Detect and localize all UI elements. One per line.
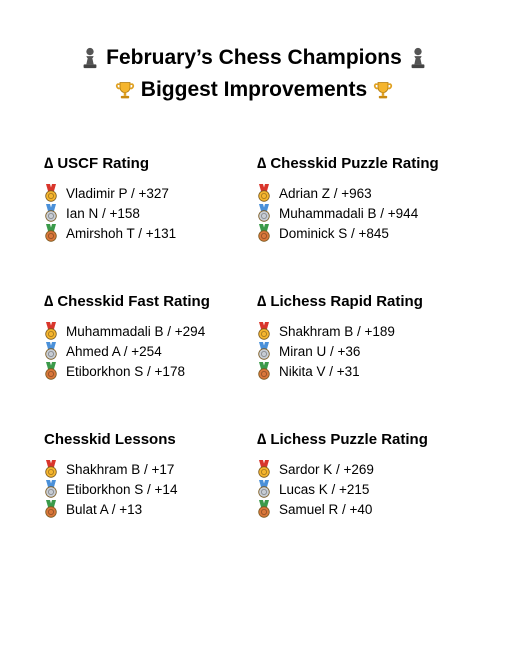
gold-medal-icon	[258, 460, 270, 478]
bronze-medal-icon	[258, 362, 270, 380]
list-item: Nikita V / +31	[257, 361, 477, 381]
list-item: Bulat A / +13	[44, 499, 264, 519]
entry-text: Shakhram B / +17	[66, 461, 175, 477]
bronze-medal-icon	[258, 224, 270, 242]
gold-medal-icon	[258, 184, 270, 202]
entry-text: Muhammadali B / +944	[279, 205, 419, 221]
list-item: Shakhram B / +189	[257, 321, 477, 341]
entry-text: Etiborkhon S / +178	[66, 363, 185, 379]
trophy-icon	[373, 79, 393, 101]
rating-section: ∆ Lichess Rapid Rating Shakhram B / +189 M…	[257, 293, 477, 381]
bronze-medal-icon	[45, 224, 57, 242]
entry-text: Muhammadali B / +294	[66, 323, 206, 339]
rating-section: Chesskid Lessons Shakhram B / +17 Etiborkh…	[44, 431, 264, 519]
list-item: Samuel R / +40	[257, 499, 477, 519]
silver-medal-icon	[258, 342, 270, 360]
gold-medal-icon	[45, 322, 57, 340]
bronze-medal-icon	[45, 500, 57, 518]
list-item: Adrian Z / +963	[257, 183, 477, 203]
entry-text: Shakhram B / +189	[279, 323, 395, 339]
chess-pawn-icon	[408, 47, 428, 69]
silver-medal-icon	[258, 480, 270, 498]
entry-text: Nikita V / +31	[279, 363, 360, 379]
silver-medal-icon	[45, 342, 57, 360]
entry-text: Ahmed A / +254	[66, 343, 162, 359]
section-heading: ∆ Lichess Rapid Rating	[257, 293, 423, 310]
entry-text: Adrian Z / +963	[279, 185, 372, 201]
list-item: Etiborkhon S / +14	[44, 479, 264, 499]
list-item: Vladimir P / +327	[44, 183, 264, 203]
entry-text: Sardor K / +269	[279, 461, 374, 477]
list-item: Muhammadali B / +294	[44, 321, 264, 341]
entry-text: Lucas K / +215	[279, 481, 370, 497]
list-item: Lucas K / +215	[257, 479, 477, 499]
entry-text: Vladimir P / +327	[66, 185, 169, 201]
entry-text: Bulat A / +13	[66, 501, 143, 517]
list-item: Etiborkhon S / +178	[44, 361, 264, 381]
entry-text: Miran U / +36	[279, 343, 361, 359]
list-item: Ahmed A / +254	[44, 341, 264, 361]
list-item: Ian N / +158	[44, 203, 264, 223]
section-heading: ∆ USCF Rating	[44, 155, 150, 172]
rating-section: ∆ USCF Rating Vladimir P / +327 Ian N / +1…	[44, 155, 264, 243]
rating-section: ∆ Chesskid Puzzle Rating Adrian Z / +963 M…	[257, 155, 477, 243]
title-line-2: Biggest Improvements	[0, 77, 508, 103]
gold-medal-icon	[258, 322, 270, 340]
gold-medal-icon	[45, 184, 57, 202]
page-title: February’s Chess Champions	[106, 46, 402, 69]
entry-text: Dominick S / +845	[279, 225, 389, 241]
silver-medal-icon	[45, 204, 57, 222]
bronze-medal-icon	[45, 362, 57, 380]
bronze-medal-icon	[258, 500, 270, 518]
section-heading: Chesskid Lessons	[44, 431, 176, 448]
entry-text: Amirshoh T / +131	[66, 225, 177, 241]
page-subtitle: Biggest Improvements	[140, 78, 368, 101]
rating-section: ∆ Lichess Puzzle Rating Sardor K / +269 Lu…	[257, 431, 477, 519]
section-heading: ∆ Chesskid Puzzle Rating	[257, 155, 439, 172]
list-item: Shakhram B / +17	[44, 459, 264, 479]
rating-section: ∆ Chesskid Fast Rating Muhammadali B / +2…	[44, 293, 264, 381]
entry-text: Etiborkhon S / +14	[66, 481, 178, 497]
section-heading: ∆ Chesskid Fast Rating	[44, 293, 210, 310]
list-item: Miran U / +36	[257, 341, 477, 361]
chess-pawn-icon	[80, 47, 100, 69]
entry-text: Ian N / +158	[66, 205, 140, 221]
list-item: Muhammadali B / +944	[257, 203, 477, 223]
silver-medal-icon	[45, 480, 57, 498]
silver-medal-icon	[258, 204, 270, 222]
entry-text: Samuel R / +40	[279, 501, 373, 517]
list-item: Dominick S / +845	[257, 223, 477, 243]
trophy-icon	[115, 79, 135, 101]
section-heading: ∆ Lichess Puzzle Rating	[257, 431, 428, 448]
gold-medal-icon	[45, 460, 57, 478]
list-item: Sardor K / +269	[257, 459, 477, 479]
title-line-1: February’s Chess Champions	[0, 45, 508, 71]
list-item: Amirshoh T / +131	[44, 223, 264, 243]
